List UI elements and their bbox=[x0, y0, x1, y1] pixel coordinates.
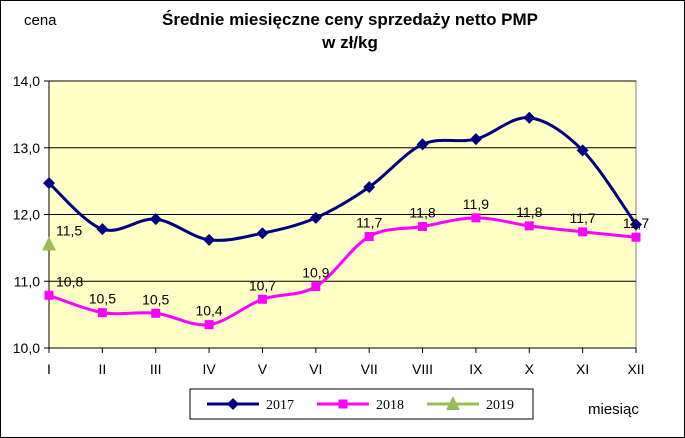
x-tick-label: I bbox=[47, 361, 51, 377]
x-tick-label: II bbox=[98, 361, 106, 377]
x-tick-label: V bbox=[258, 361, 268, 377]
legend-marker-2017 bbox=[227, 398, 239, 410]
series-2017-point bbox=[43, 177, 55, 190]
series-2017-point bbox=[149, 213, 162, 226]
legend-label-2018: 2018 bbox=[376, 398, 404, 413]
series-2018-data-label: 11,7 bbox=[570, 210, 596, 226]
x-tick-label: VII bbox=[361, 361, 378, 377]
series-2018-point bbox=[578, 227, 588, 237]
series-2017-point bbox=[96, 223, 109, 236]
y-tick-label: 14,0 bbox=[13, 73, 40, 89]
series-2018-data-label: 10,4 bbox=[195, 303, 222, 319]
x-tick-label: XI bbox=[576, 361, 589, 377]
series-2018-point bbox=[97, 308, 107, 318]
y-tick-label: 12,0 bbox=[13, 207, 40, 223]
series-2017-point bbox=[523, 111, 536, 124]
series-2018-data-label: 11,7 bbox=[623, 215, 649, 231]
series-2017-point bbox=[309, 211, 322, 224]
series-2018-point bbox=[471, 213, 481, 223]
series-2018-point bbox=[524, 221, 534, 231]
series-2018-data-label: 10,9 bbox=[302, 265, 329, 281]
legend-marker-2019 bbox=[446, 396, 460, 410]
series-2018-data-label: 10,5 bbox=[142, 291, 169, 307]
series-2018-data-label: 10,5 bbox=[89, 291, 116, 307]
series-2018-point bbox=[151, 308, 161, 318]
series-2018-data-label: 11,8 bbox=[409, 205, 435, 221]
series-2018-data-label: 11,9 bbox=[463, 196, 489, 212]
x-tick-label: IV bbox=[202, 361, 216, 377]
series-2018-point bbox=[418, 222, 428, 232]
y-tick-label: 13,0 bbox=[13, 140, 40, 156]
legend-marker-2018 bbox=[338, 399, 348, 409]
x-tick-label: X bbox=[525, 361, 535, 377]
x-tick-label: XII bbox=[627, 361, 644, 377]
series-2018-data-label: 11,8 bbox=[516, 204, 542, 220]
series-2018-data-label: 10,7 bbox=[249, 277, 276, 293]
x-tick-label: III bbox=[150, 361, 162, 377]
series-2017-point bbox=[363, 181, 376, 194]
chart-subtitle: w zł/kg bbox=[322, 33, 378, 52]
series-2018-point bbox=[44, 290, 54, 300]
legend-label-2019: 2019 bbox=[486, 398, 514, 413]
x-tick-label: IX bbox=[469, 361, 483, 377]
series-2017-point bbox=[416, 138, 429, 151]
series-2017-point bbox=[469, 133, 482, 146]
series-2017-point bbox=[256, 227, 269, 240]
series-2017-point bbox=[576, 144, 589, 157]
series-2018-data-label: 11,7 bbox=[356, 215, 382, 231]
series-2017-point bbox=[630, 218, 642, 231]
x-tick-label: VIII bbox=[412, 361, 433, 377]
x-axis-label: miesiąc bbox=[588, 401, 639, 418]
series-2018-point bbox=[311, 282, 321, 292]
series-2019-data-label: 11,5 bbox=[56, 223, 82, 239]
y-tick-label: 10,0 bbox=[13, 340, 40, 356]
series-2018-point bbox=[257, 294, 267, 304]
series-2018-point bbox=[204, 320, 214, 330]
series-2018-data-label: 10,8 bbox=[56, 273, 83, 289]
x-tick-label: VI bbox=[309, 361, 322, 377]
series-2019-point bbox=[42, 236, 56, 251]
series-2018-point bbox=[364, 232, 374, 242]
y-tick-label: 11,0 bbox=[14, 273, 40, 289]
legend-label-2017: 2017 bbox=[266, 398, 294, 413]
series-2018-point bbox=[631, 232, 641, 242]
chart-title: Średnie miesięczne ceny sprzedaży netto … bbox=[161, 10, 539, 29]
series-2017-point bbox=[203, 233, 216, 246]
y-axis-label: cena bbox=[24, 12, 57, 29]
